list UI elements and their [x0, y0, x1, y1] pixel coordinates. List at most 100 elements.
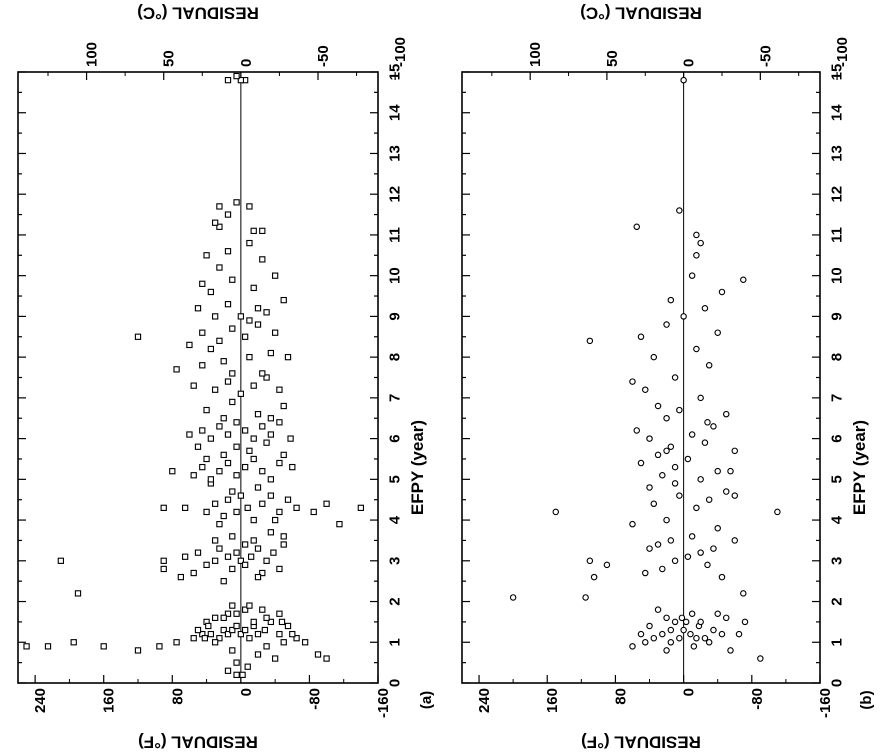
efpy-tick-label: 11: [386, 227, 403, 243]
data-point: [259, 256, 266, 263]
y-axis-title-celsius: RESIDUAL (°C): [137, 4, 259, 23]
data-point: [284, 496, 292, 503]
data-point: [246, 317, 253, 324]
data-point: [194, 305, 202, 312]
data-point: [134, 333, 142, 340]
data-point: [207, 476, 215, 483]
data-point: [276, 610, 283, 617]
data-point: [650, 500, 658, 508]
data-point: [267, 492, 275, 499]
data-point: [237, 76, 245, 84]
data-point: [637, 459, 645, 467]
data-point: [229, 602, 236, 609]
data-point: [220, 626, 227, 634]
data-point: [199, 427, 206, 434]
data-point: [741, 618, 749, 626]
data-point: [552, 508, 560, 516]
data-point: [267, 476, 275, 483]
data-point: [682, 618, 690, 626]
data-point: [246, 447, 253, 454]
celsius-tick-label: 0: [238, 59, 255, 67]
data-point: [224, 431, 232, 438]
data-point: [229, 565, 236, 573]
data-point: [229, 325, 236, 332]
data-point: [229, 398, 236, 406]
data-point: [237, 313, 245, 320]
data-point: [216, 264, 223, 271]
data-point: [671, 463, 679, 471]
efpy-tick-label: 1: [386, 638, 403, 646]
data-point: [293, 635, 300, 642]
data-point: [267, 415, 275, 422]
data-point: [663, 447, 670, 455]
data-point: [697, 476, 704, 483]
data-point: [254, 630, 262, 638]
data-point: [246, 635, 253, 642]
data-point: [254, 484, 262, 491]
celsius-tick-label: 50: [604, 50, 621, 67]
data-point: [629, 520, 636, 528]
data-point: [216, 468, 223, 475]
data-point: [44, 643, 52, 650]
data-point: [263, 309, 270, 316]
data-point: [680, 76, 687, 84]
data-point: [259, 569, 266, 577]
data-point: [160, 504, 167, 511]
data-point: [233, 72, 240, 80]
data-point: [701, 634, 709, 642]
data-point: [727, 647, 734, 654]
data-point: [697, 239, 704, 247]
data-point: [276, 459, 283, 467]
data-point: [254, 305, 262, 312]
data-point: [207, 345, 215, 353]
data-point: [735, 630, 743, 638]
data-point: [237, 557, 245, 564]
data-point: [659, 565, 666, 573]
fahrenheit-tick-label: -160: [817, 688, 834, 718]
fahrenheit-tick-label: 160: [101, 688, 118, 713]
data-point: [224, 378, 232, 385]
data-point: [697, 549, 704, 556]
data-point: [710, 423, 717, 430]
data-point: [246, 602, 253, 609]
data-point: [267, 529, 275, 536]
data-point: [203, 561, 210, 569]
data-point: [250, 227, 257, 235]
data-point: [267, 349, 275, 357]
y-axis-title-fahrenheit: RESIDUAL (°F): [581, 733, 701, 752]
data-point: [207, 435, 215, 442]
data-point: [678, 614, 686, 622]
data-point: [629, 378, 636, 385]
data-point: [637, 333, 645, 341]
data-point: [194, 549, 202, 556]
data-point: [280, 402, 287, 410]
data-point: [629, 643, 636, 650]
data-point: [654, 606, 662, 613]
data-point: [710, 545, 717, 552]
data-point: [259, 606, 266, 613]
data-point: [211, 537, 219, 544]
data-point: [211, 386, 219, 393]
celsius-tick-label: -100: [392, 37, 409, 67]
data-point: [211, 219, 219, 226]
data-point: [586, 337, 594, 345]
efpy-tick-label: 2: [828, 597, 845, 605]
data-point: [233, 622, 240, 630]
data-point: [633, 427, 640, 434]
data-point: [671, 374, 679, 381]
fahrenheit-tick-label: -80: [306, 688, 323, 710]
data-point: [250, 382, 257, 389]
data-point: [160, 565, 167, 573]
celsius-tick-label: 100: [84, 42, 101, 67]
data-point: [250, 516, 257, 524]
data-point: [774, 508, 781, 516]
data-point: [211, 557, 219, 564]
data-point: [663, 614, 670, 622]
efpy-tick-label: 12: [386, 186, 403, 203]
data-point: [263, 557, 270, 564]
data-point: [718, 630, 726, 638]
data-point: [676, 634, 683, 642]
fahrenheit-tick-label: 80: [612, 688, 629, 705]
